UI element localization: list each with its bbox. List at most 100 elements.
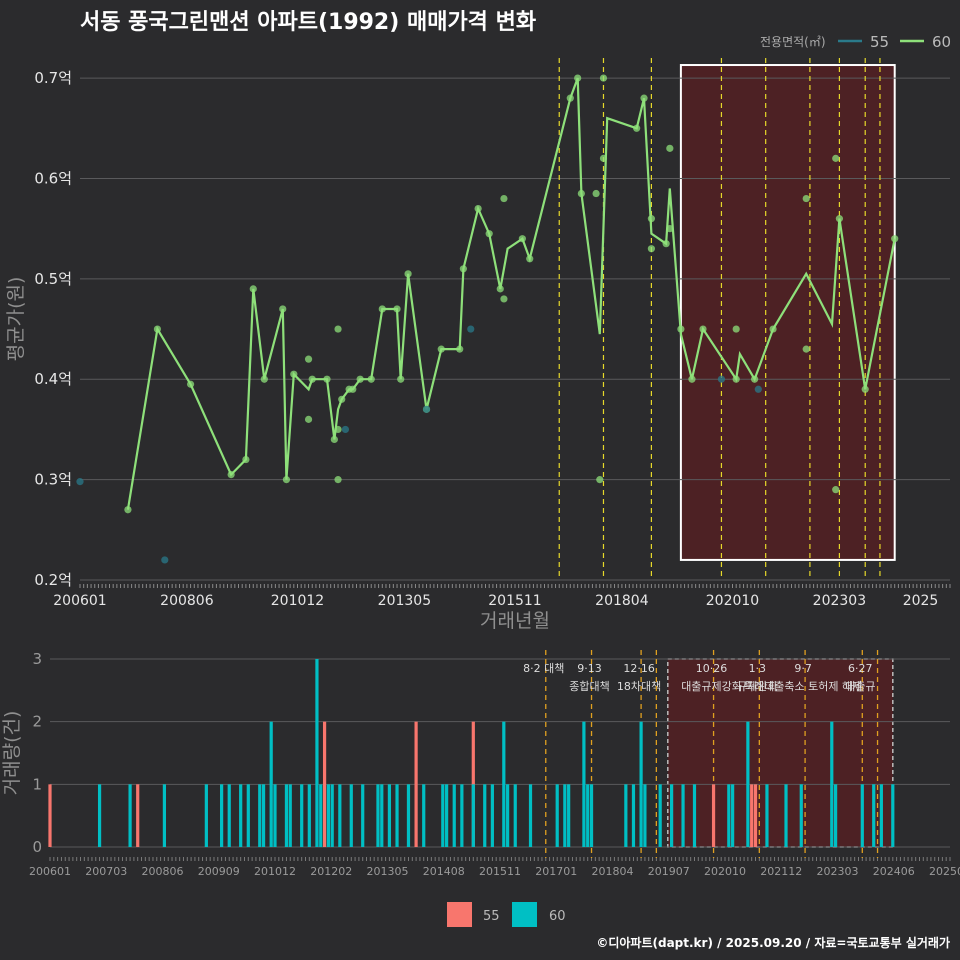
footer-credit: ©디아파트(dapt.kr) / 2025.09.20 / 자료=국토교통부 실… xyxy=(596,935,950,950)
bar-60 xyxy=(319,784,323,847)
data-point-60 xyxy=(666,225,674,233)
data-point-60 xyxy=(393,305,401,313)
bar-55 xyxy=(753,784,758,847)
data-point-60 xyxy=(861,385,869,393)
data-point-60 xyxy=(835,215,844,223)
bar-60 xyxy=(681,784,685,847)
bar-60 xyxy=(731,784,735,847)
bar-55 xyxy=(48,784,52,847)
data-point-60 xyxy=(732,375,740,383)
data-point-60 xyxy=(304,415,313,423)
x-tick-label: 202112 xyxy=(760,865,802,878)
policy-name-label: 특례대출축소 토허제 해제 xyxy=(744,679,862,693)
x-tick-label: 200703 xyxy=(85,865,127,878)
bar-60 xyxy=(284,784,289,847)
x-tick-label: 202303 xyxy=(813,593,866,609)
data-point-60 xyxy=(334,325,342,333)
data-point-60 xyxy=(599,74,608,82)
data-point-60 xyxy=(282,476,291,484)
bar-legend-swatch-55 xyxy=(447,902,472,927)
x-tick-label: 202010 xyxy=(704,865,746,878)
bar-60 xyxy=(315,659,319,847)
bar-60 xyxy=(589,784,594,847)
policy-name-label: 대출규 xyxy=(845,680,875,693)
data-point-60 xyxy=(397,375,405,383)
x-tick-label: 201804 xyxy=(595,593,649,609)
x-tick-label: 201012 xyxy=(254,865,296,878)
chart-title: 서동 풍국그린맨션 아파트(1992) 매매가격 변화 xyxy=(80,10,536,35)
bar-60 xyxy=(506,784,510,847)
data-point-60 xyxy=(802,345,810,353)
data-point-60 xyxy=(330,435,338,444)
data-point-60 xyxy=(699,325,707,333)
x-tick-label: 201408 xyxy=(423,865,465,878)
data-point-60 xyxy=(662,240,670,248)
bar-60 xyxy=(246,784,250,847)
data-point-60 xyxy=(574,74,582,82)
data-point-55 xyxy=(717,375,726,383)
bar-60 xyxy=(879,784,883,847)
bar-60 xyxy=(452,784,456,847)
data-point-60 xyxy=(599,154,608,162)
data-point-60 xyxy=(769,325,777,333)
x-tick-label: 201511 xyxy=(479,865,521,878)
bar-60 xyxy=(300,784,304,847)
bar-60 xyxy=(288,784,292,847)
data-point-60 xyxy=(290,370,298,378)
x-tick-label: 202303 xyxy=(817,865,859,878)
policy-date-label: 9·7 xyxy=(794,662,812,675)
bar-55 xyxy=(711,784,716,847)
data-point-60 xyxy=(640,94,648,102)
data-point-60 xyxy=(592,189,600,198)
bar-legend-swatch-60 xyxy=(512,902,537,927)
bar-60 xyxy=(833,784,838,847)
data-point-60 xyxy=(437,345,445,353)
bar-60 xyxy=(338,784,342,847)
data-point-60 xyxy=(367,375,375,383)
data-point-60 xyxy=(518,235,526,243)
data-point-60 xyxy=(404,270,412,278)
data-point-60 xyxy=(666,144,674,152)
data-point-60 xyxy=(647,215,655,223)
y-tick-label: 3 xyxy=(32,650,42,668)
bar-60 xyxy=(97,784,102,847)
data-point-55 xyxy=(341,425,350,434)
bar-60 xyxy=(643,784,647,847)
bar-60 xyxy=(380,784,384,847)
x-tick-label: 202507 xyxy=(929,865,960,878)
legend-label-60: 60 xyxy=(932,33,951,51)
policy-date-label: 8·2 대책 xyxy=(523,662,564,675)
policy-name-label: 규제완화 xyxy=(737,680,777,693)
policy-name-label: 대출규제강화 xyxy=(681,680,742,693)
bar-60 xyxy=(563,784,567,847)
data-point-55 xyxy=(76,478,84,486)
bar-60 xyxy=(830,721,834,847)
y-axis-title: 평균가(원) xyxy=(5,277,27,362)
data-point-60 xyxy=(566,94,574,102)
bar-55 xyxy=(750,784,754,847)
bar-60 xyxy=(528,784,533,847)
bar-60 xyxy=(273,784,277,847)
data-point-60 xyxy=(308,375,316,383)
data-point-60 xyxy=(688,375,696,383)
bar-60 xyxy=(307,784,311,847)
data-point-60 xyxy=(485,230,493,238)
data-point-60 xyxy=(577,189,585,198)
policy-date-label: 6·27 xyxy=(848,662,873,675)
y-tick-label: 0.6억 xyxy=(34,169,72,187)
data-point-60 xyxy=(500,194,508,203)
bar-60 xyxy=(361,784,365,847)
highlight-region xyxy=(667,658,894,848)
y-tick-label: 2 xyxy=(32,713,42,731)
x-tick-label: 200806 xyxy=(142,865,184,878)
bar-legend-label-60: 60 xyxy=(549,909,566,924)
bar-60 xyxy=(269,721,273,847)
bar-legend-label-55: 55 xyxy=(483,909,500,924)
bar-60 xyxy=(395,784,399,847)
bar-60 xyxy=(162,784,167,847)
y-tick-label: 0.5억 xyxy=(34,270,72,288)
bar-60 xyxy=(872,784,876,847)
x-tick-label: 202010 xyxy=(706,593,759,609)
data-point-60 xyxy=(677,325,685,333)
